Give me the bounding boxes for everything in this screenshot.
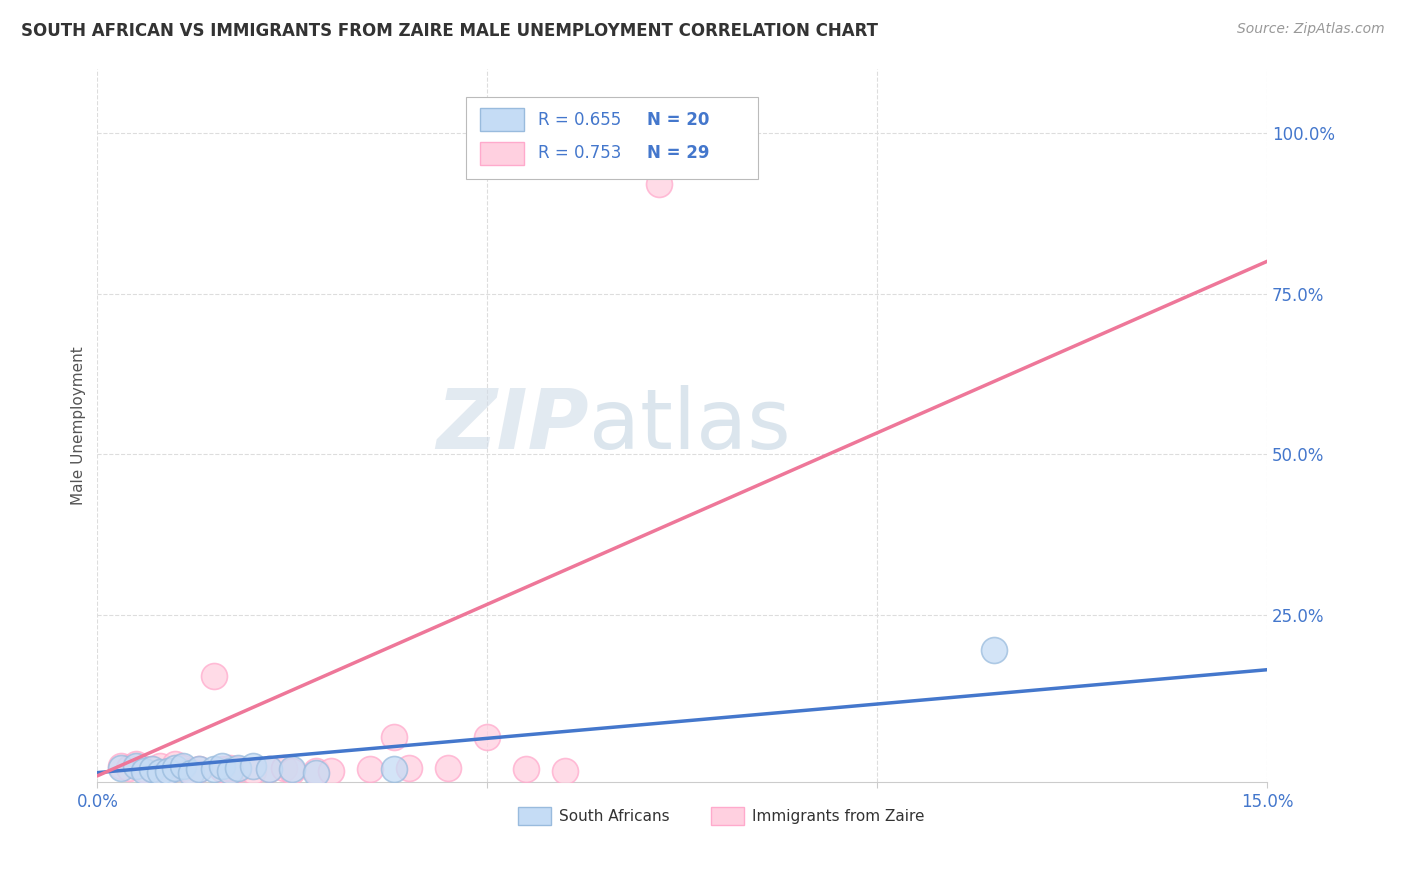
Text: N = 20: N = 20 (647, 111, 710, 129)
Point (172, 759, 194, 773)
Point (219, 764, 242, 779)
FancyBboxPatch shape (465, 97, 758, 179)
Point (226, 761, 249, 775)
Point (156, 764, 179, 778)
Point (149, 764, 172, 779)
Point (172, 761, 194, 775)
Text: Immigrants from Zaire: Immigrants from Zaire (752, 809, 925, 824)
Point (187, 763, 209, 777)
Point (165, 761, 187, 775)
Text: R = 0.655: R = 0.655 (538, 111, 621, 129)
Point (242, 764, 264, 778)
Text: Source: ZipAtlas.com: Source: ZipAtlas.com (1237, 22, 1385, 37)
Point (257, 763, 280, 777)
Point (242, 759, 264, 773)
FancyBboxPatch shape (479, 142, 524, 165)
Point (226, 763, 249, 777)
Point (321, 764, 343, 778)
Point (305, 764, 328, 778)
Point (110, 759, 132, 773)
Point (398, 761, 420, 775)
Point (156, 764, 179, 778)
Text: South Africans: South Africans (560, 809, 669, 824)
Point (515, 763, 537, 777)
Point (211, 759, 233, 773)
Point (125, 757, 148, 772)
Point (477, 731, 499, 745)
Point (648, 178, 671, 192)
Point (141, 763, 163, 777)
Point (382, 763, 405, 777)
Point (134, 763, 156, 777)
Point (165, 757, 187, 772)
Text: N = 29: N = 29 (647, 145, 710, 162)
Point (134, 764, 156, 778)
Point (437, 761, 460, 775)
Point (273, 761, 295, 775)
Point (202, 763, 225, 777)
Point (110, 761, 132, 775)
Point (117, 761, 139, 775)
Text: atlas: atlas (589, 384, 790, 466)
FancyBboxPatch shape (479, 109, 524, 131)
Point (359, 763, 381, 777)
Text: R = 0.753: R = 0.753 (538, 145, 621, 162)
Text: ZIP: ZIP (436, 384, 589, 466)
Point (202, 669, 225, 683)
Point (219, 761, 242, 775)
Point (983, 643, 1005, 657)
Point (141, 763, 163, 777)
Point (211, 763, 233, 777)
Point (149, 759, 172, 773)
FancyBboxPatch shape (711, 807, 744, 825)
Y-axis label: Male Unemployment: Male Unemployment (72, 346, 86, 505)
Point (382, 731, 405, 745)
Point (305, 765, 328, 780)
Point (180, 764, 202, 778)
Text: SOUTH AFRICAN VS IMMIGRANTS FROM ZAIRE MALE UNEMPLOYMENT CORRELATION CHART: SOUTH AFRICAN VS IMMIGRANTS FROM ZAIRE M… (21, 22, 879, 40)
Point (281, 764, 304, 778)
FancyBboxPatch shape (519, 807, 551, 825)
Point (257, 763, 280, 777)
Point (180, 765, 202, 780)
Point (281, 763, 304, 777)
Point (554, 764, 576, 778)
Point (187, 763, 209, 777)
Point (125, 759, 148, 773)
